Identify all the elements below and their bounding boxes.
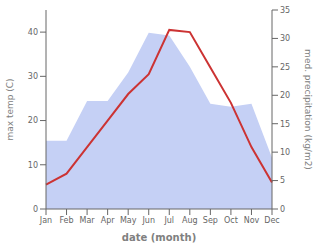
svg-text:5: 5 <box>280 176 285 185</box>
svg-text:med. precipitation (kg/m2): med. precipitation (kg/m2) <box>303 49 310 170</box>
svg-text:25: 25 <box>280 63 290 72</box>
svg-text:max temp (C): max temp (C) <box>8 78 15 140</box>
svg-text:Dec: Dec <box>264 216 279 225</box>
svg-text:40: 40 <box>28 28 38 37</box>
svg-text:0: 0 <box>280 205 285 214</box>
svg-text:May: May <box>120 216 137 225</box>
svg-text:Feb: Feb <box>59 216 73 225</box>
svg-text:15: 15 <box>280 120 290 129</box>
svg-text:Jun: Jun <box>141 216 155 225</box>
svg-text:Oct: Oct <box>224 216 238 225</box>
svg-text:Sep: Sep <box>203 216 218 225</box>
svg-text:10: 10 <box>280 148 290 157</box>
svg-text:Mar: Mar <box>80 216 96 225</box>
svg-text:30: 30 <box>280 34 290 43</box>
svg-text:0: 0 <box>33 205 38 214</box>
svg-text:20: 20 <box>280 91 290 100</box>
svg-text:Nov: Nov <box>244 216 260 225</box>
svg-text:20: 20 <box>28 116 38 125</box>
svg-text:date (month): date (month) <box>122 232 196 243</box>
svg-text:10: 10 <box>28 161 38 170</box>
svg-text:Jul: Jul <box>163 216 174 225</box>
svg-text:30: 30 <box>28 72 38 81</box>
svg-text:Aug: Aug <box>182 216 198 225</box>
svg-text:Jan: Jan <box>39 216 52 225</box>
svg-text:Apr: Apr <box>101 216 116 225</box>
svg-text:35: 35 <box>280 6 290 15</box>
